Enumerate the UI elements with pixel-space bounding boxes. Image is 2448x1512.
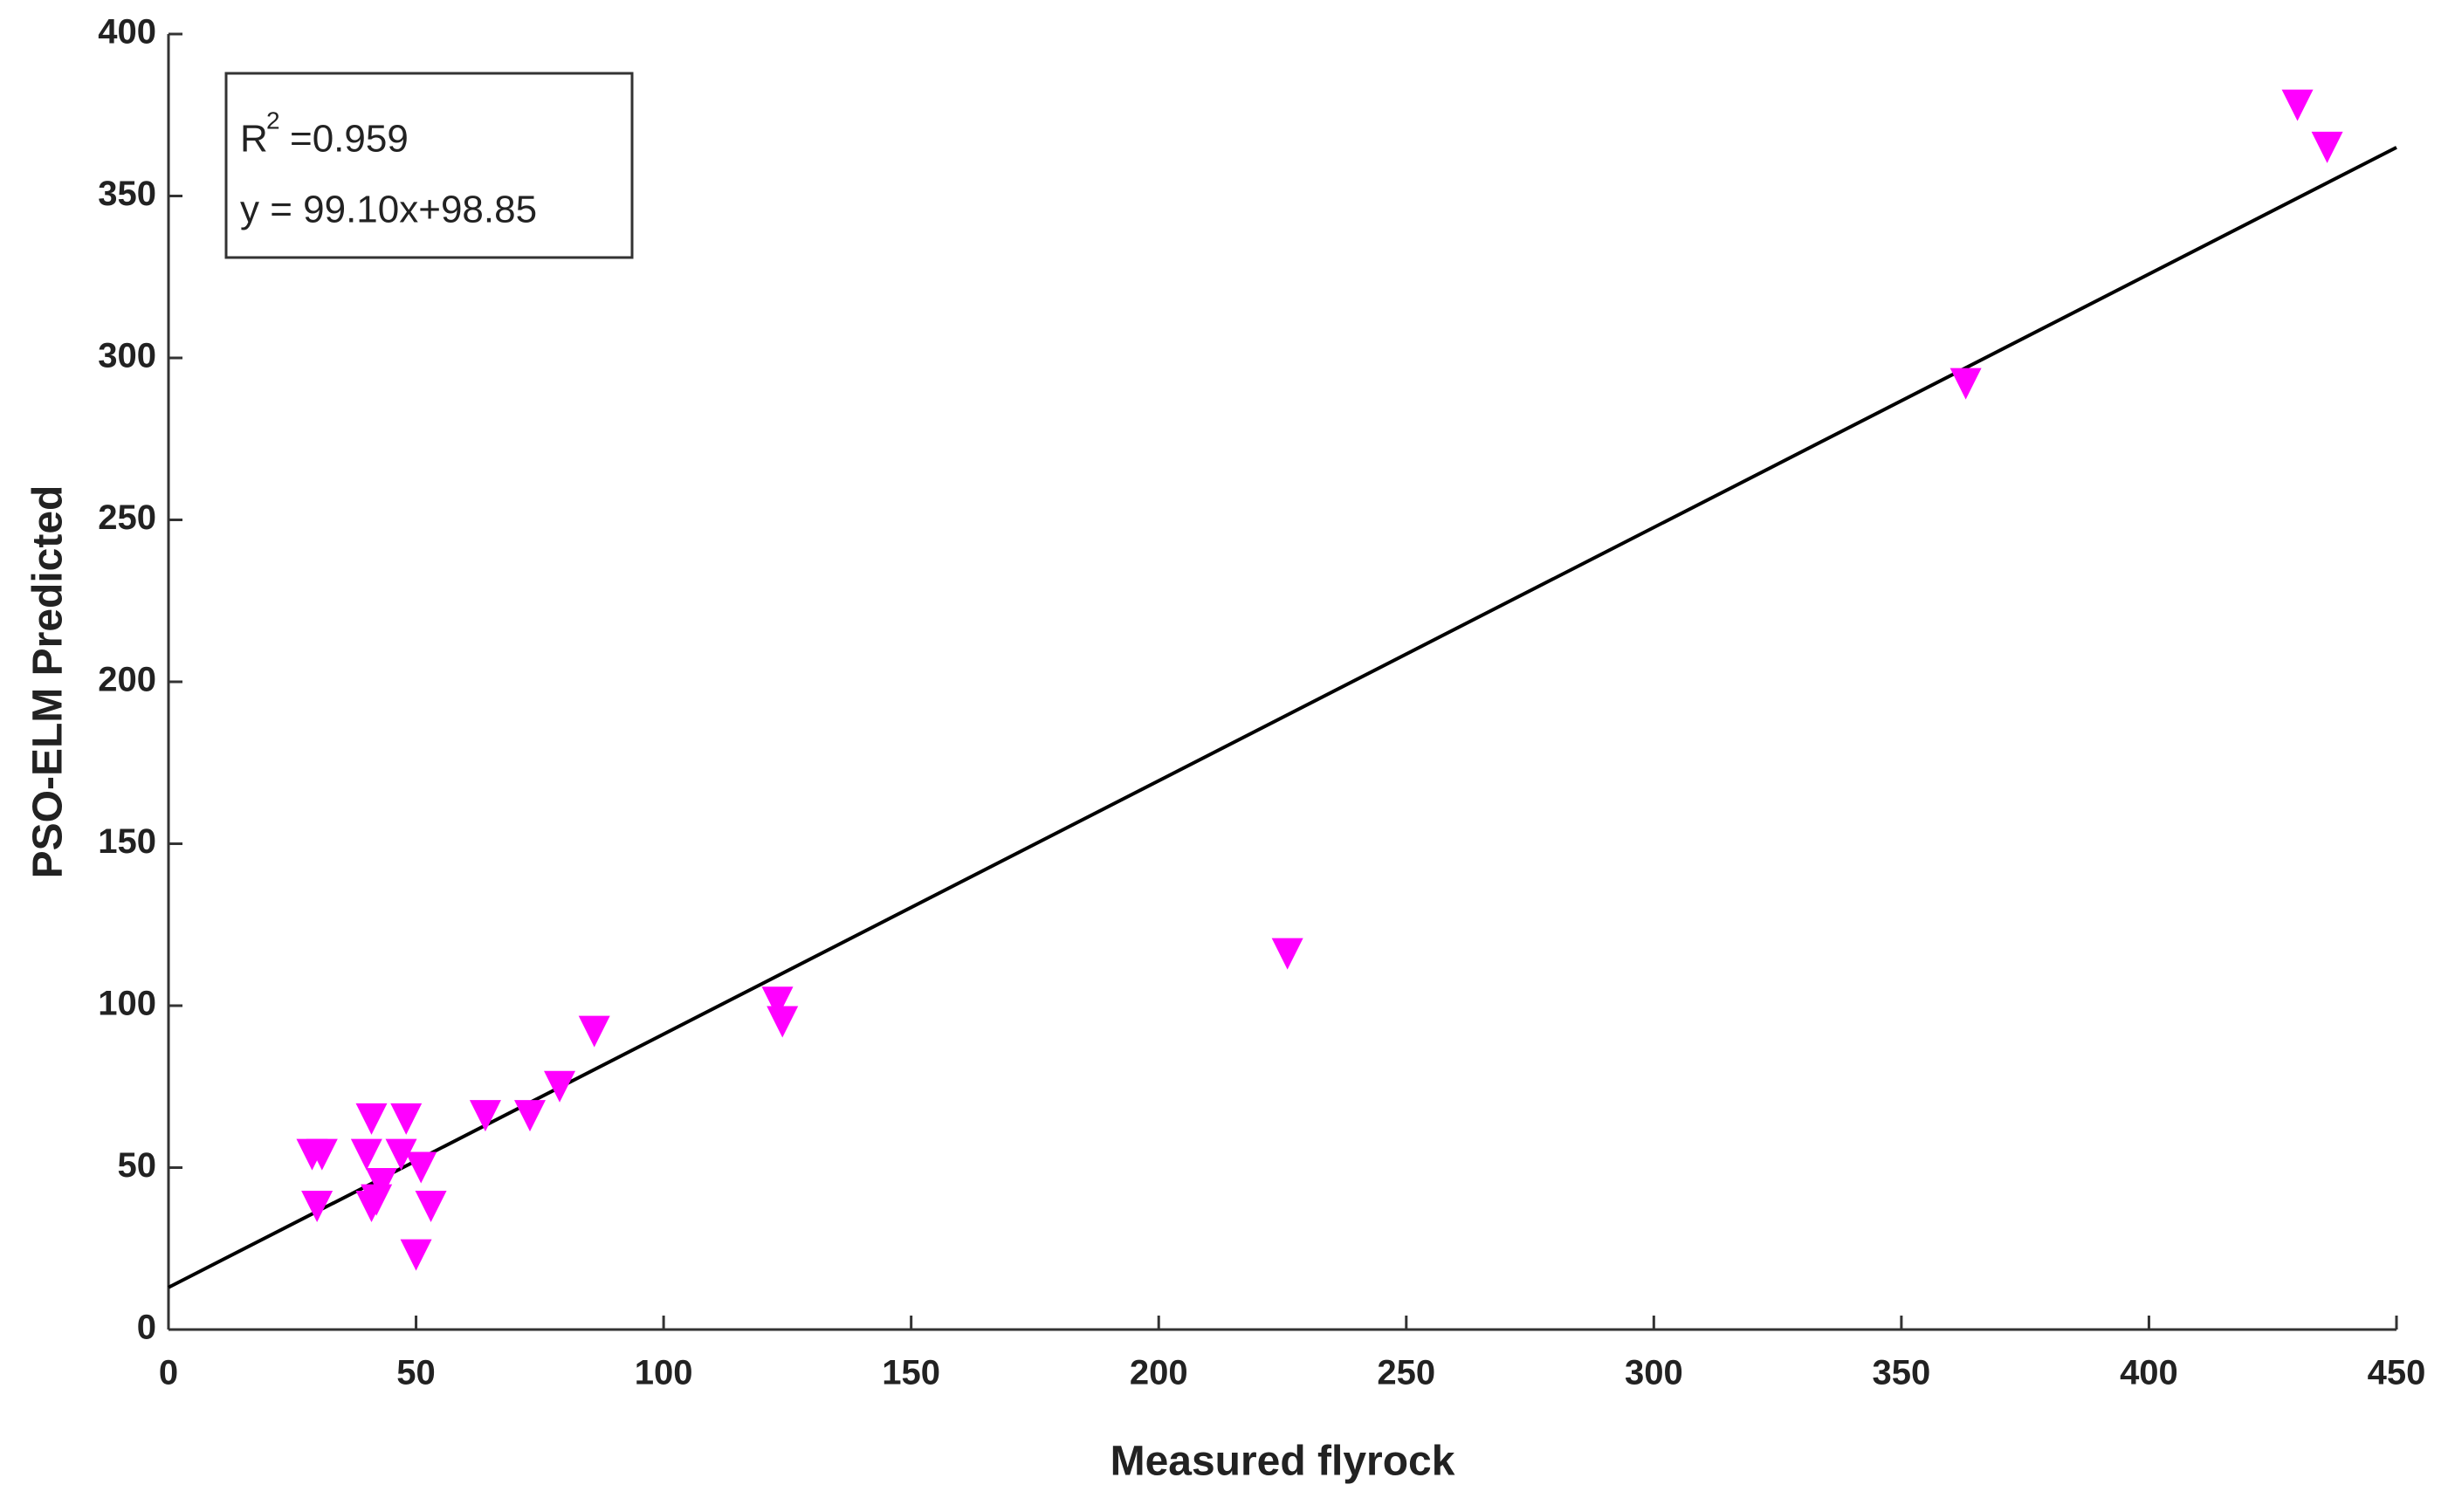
x-tick-label: 100: [635, 1354, 693, 1392]
marker: [1271, 938, 1303, 970]
marker: [301, 1191, 334, 1223]
y-tick-label: 200: [98, 661, 156, 699]
marker: [306, 1138, 338, 1171]
y-tick-label: 350: [98, 175, 156, 213]
y-tick-label: 50: [118, 1146, 157, 1185]
marker: [390, 1103, 423, 1135]
marker: [767, 1006, 799, 1038]
y-tick-label: 400: [98, 13, 156, 52]
x-axis-title: Measured flyrock: [1111, 1439, 1455, 1485]
marker: [1949, 368, 1982, 400]
marker: [761, 986, 794, 1019]
annotation-box: [224, 72, 634, 259]
marker: [365, 1168, 397, 1200]
marker: [385, 1138, 417, 1171]
marker: [2281, 89, 2314, 121]
marker: [469, 1100, 501, 1132]
fit-line: [168, 146, 2397, 1289]
marker: [405, 1151, 437, 1184]
marker: [361, 1184, 393, 1216]
x-tick-label: 350: [1873, 1354, 1931, 1392]
r-superscript: 2: [266, 107, 280, 134]
x-tick-label: 50: [396, 1354, 436, 1392]
x-tick-label: 250: [1377, 1354, 1435, 1392]
marker: [415, 1191, 447, 1223]
marker: [350, 1138, 382, 1171]
x-tick-label: 150: [882, 1354, 940, 1392]
equation: y = 99.10x+98.85: [240, 189, 537, 231]
marker: [355, 1103, 388, 1135]
x-tick-label: 450: [2368, 1354, 2426, 1392]
x-tick-label: 400: [2120, 1354, 2178, 1392]
x-tick-label: 300: [1625, 1354, 1683, 1392]
marker: [578, 1015, 610, 1048]
marker: [2311, 131, 2343, 163]
y-tick-label: 150: [98, 822, 156, 861]
y-tick-label: 250: [98, 498, 156, 537]
r-label: R: [240, 118, 268, 161]
y-tick-label: 300: [98, 337, 156, 375]
marker: [400, 1239, 432, 1271]
marker: [513, 1100, 546, 1132]
y-axis-title: PSO-ELM Predicted: [25, 485, 72, 879]
x-tick-label: 200: [1130, 1354, 1188, 1392]
y-tick-label: 0: [137, 1309, 156, 1347]
r-value: =0.959: [290, 118, 409, 161]
x-tick-label: 0: [159, 1354, 178, 1392]
marker: [544, 1070, 576, 1103]
y-tick-label: 100: [98, 985, 156, 1023]
